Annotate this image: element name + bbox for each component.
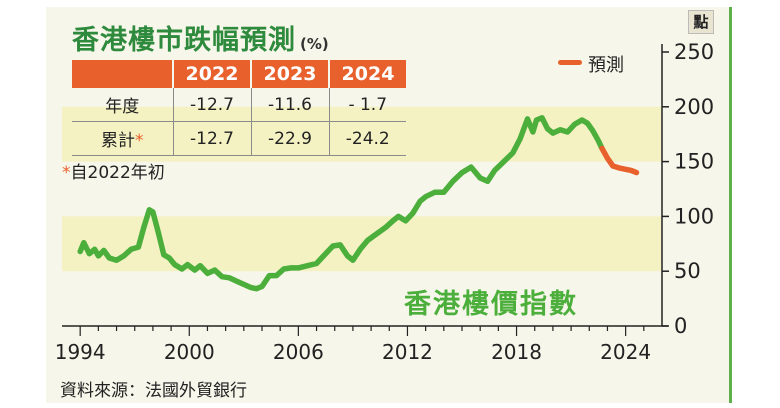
table-cell: -11.6 xyxy=(250,88,329,122)
index-line xyxy=(77,115,605,292)
footnote-star: * xyxy=(135,131,144,151)
y-tick-label: 200 xyxy=(674,95,714,119)
footnote-star: * xyxy=(62,163,71,183)
table-cell: -12.7 xyxy=(172,121,251,156)
table-cell: -22.9 xyxy=(250,121,329,156)
footnote-text: 自2022年初 xyxy=(70,163,165,183)
table-corner xyxy=(72,60,173,88)
y-tick-label: 50 xyxy=(674,259,701,283)
y-tick-label: 0 xyxy=(674,314,687,338)
header-2024: 2024 xyxy=(328,60,406,88)
forecast-table: 2022 2023 2024 年度 -12.7 -11.6 - 1.7 累計* … xyxy=(72,60,406,156)
legend-forecast-swatch xyxy=(558,60,582,65)
chart-title: 香港樓市跌幅預測 (%) xyxy=(72,18,329,57)
table-cell: -24.2 xyxy=(328,121,406,156)
row-label-text: 年度 xyxy=(105,97,140,117)
table-row: 累計* -12.7 -22.9 -24.2 xyxy=(72,121,406,156)
table-row: 年度 -12.7 -11.6 - 1.7 xyxy=(72,88,406,122)
title-unit: (%) xyxy=(300,35,329,53)
y-tick-label: 150 xyxy=(674,150,714,174)
table-cell: -12.7 xyxy=(172,88,251,122)
x-tick-label: 2012 xyxy=(382,340,433,364)
table-cell: - 1.7 xyxy=(328,88,406,122)
row-label-text: 累計 xyxy=(101,131,135,151)
x-tick-label: 2024 xyxy=(600,340,651,364)
row-label-cumulative: 累計* xyxy=(72,121,173,156)
x-tick-label: 1994 xyxy=(55,340,106,364)
table-header-row: 2022 2023 2024 xyxy=(72,60,406,88)
forecast-line xyxy=(599,145,640,176)
row-label-annual: 年度 xyxy=(72,88,173,122)
series-label: 香港樓價指數 xyxy=(404,289,578,320)
x-tick-label: 2018 xyxy=(491,340,542,364)
y-tick-label: 100 xyxy=(674,204,714,228)
source-note: 資料來源：法國外貿銀行 xyxy=(60,381,247,401)
header-2023: 2023 xyxy=(250,60,329,88)
header-2022: 2022 xyxy=(172,60,251,88)
footnote: *自2022年初 xyxy=(62,158,165,183)
title-text: 香港樓市跌幅預測 xyxy=(72,25,296,56)
x-tick-label: 2006 xyxy=(273,340,324,364)
y-axis-unit: 點 xyxy=(688,10,714,34)
x-tick-label: 2000 xyxy=(164,340,215,364)
y-tick-label: 250 xyxy=(674,40,714,64)
legend-forecast-label: 預測 xyxy=(588,55,624,76)
